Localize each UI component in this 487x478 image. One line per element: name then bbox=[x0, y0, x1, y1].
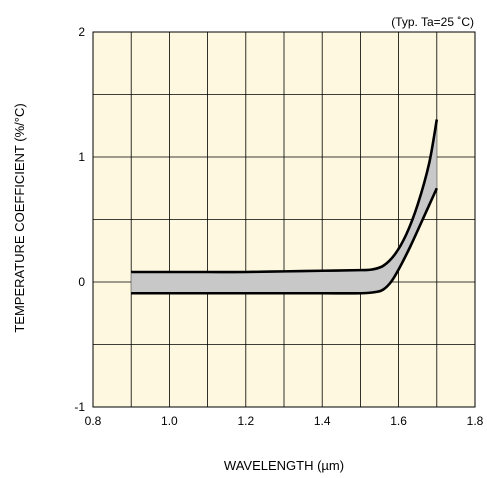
series-lines bbox=[131, 119, 439, 295]
plot-frame bbox=[92, 31, 476, 408]
series-line-upper bbox=[131, 119, 439, 274]
x-tick-label: 1.0 bbox=[161, 414, 178, 428]
x-tick-label: 1.6 bbox=[390, 414, 407, 428]
y-tick-label: 1 bbox=[78, 150, 85, 164]
y-axis-label: TEMPERATURE COEFFICIENT (%/°C) bbox=[12, 103, 27, 332]
series-line-lower bbox=[131, 187, 438, 295]
x-tick-label: 1.2 bbox=[237, 414, 254, 428]
y-tick-label: 0 bbox=[78, 275, 85, 289]
y-tick-label: 2 bbox=[78, 25, 85, 39]
x-axis-label: WAVELENGTH (µm) bbox=[224, 458, 344, 473]
coefficient-band bbox=[131, 119, 437, 294]
y-tick-label: -1 bbox=[74, 400, 85, 414]
x-tick-labels: 0.8 1.0 1.2 1.4 1.6 1.8 bbox=[85, 414, 484, 428]
x-tick-label: 1.4 bbox=[314, 414, 331, 428]
x-tick-label: 1.8 bbox=[467, 414, 484, 428]
x-tick-label: 0.8 bbox=[85, 414, 102, 428]
condition-note: (Typ. Ta=25 ˚C) bbox=[391, 15, 474, 29]
y-tick-labels: -1 0 1 2 bbox=[74, 25, 85, 414]
